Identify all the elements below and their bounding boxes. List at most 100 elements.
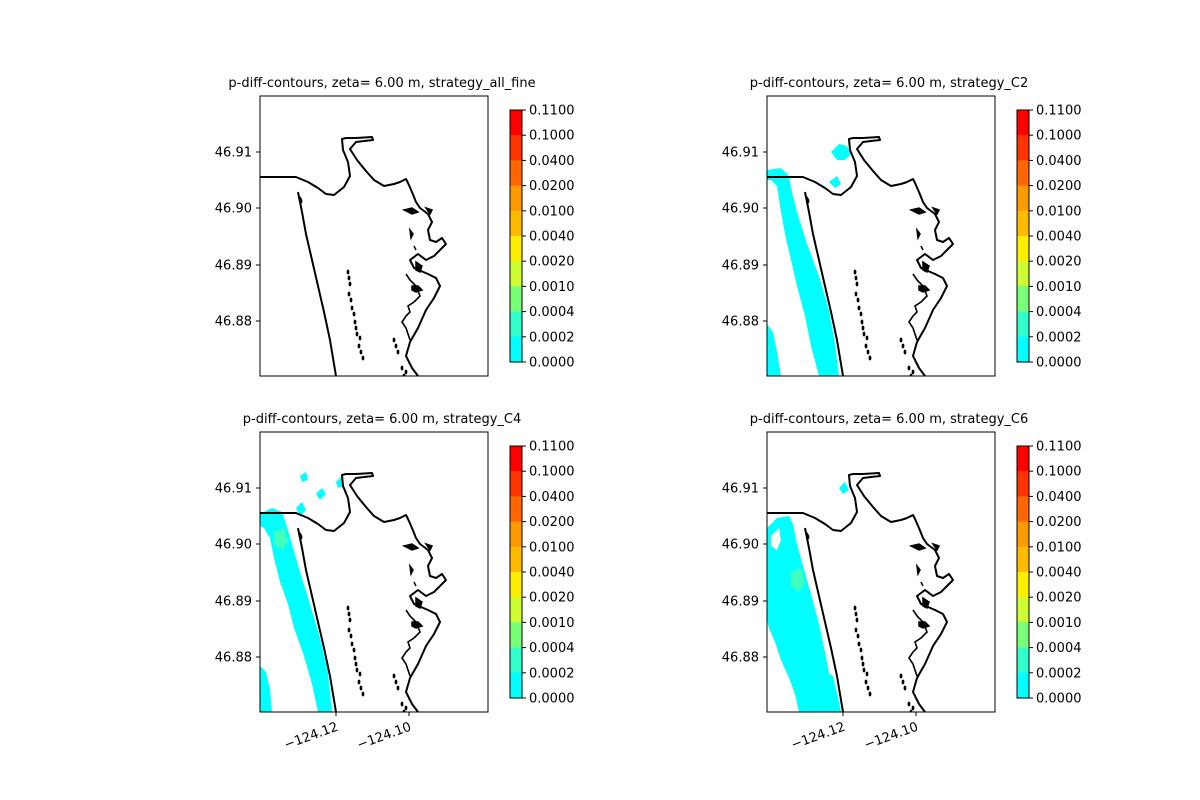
panel-3-ytick-label-4: 46.88 [215, 651, 252, 666]
island-3-6 [411, 621, 424, 629]
island-4-4 [920, 581, 924, 587]
shoal-1-13 [358, 335, 362, 341]
colorbar-3-label-9: 0.0004 [529, 641, 575, 656]
colorbar-2-label-11: 0.0000 [1036, 356, 1082, 371]
shoal-2-21 [909, 373, 913, 376]
colorbar-1-segment-4 [510, 185, 522, 212]
colorbar-2-segment-6 [1017, 236, 1029, 262]
panel-2-ytick-label-4: 46.88 [722, 315, 759, 330]
island-1-1 [401, 207, 420, 215]
colorbar-2-label-7: 0.0020 [1036, 255, 1082, 270]
colorbar-4-segment-6 [1017, 572, 1029, 598]
shoal-1-6 [347, 291, 351, 297]
shoal-2-20 [907, 365, 911, 371]
colorbar-2-segment-10 [1017, 336, 1029, 363]
jetty-3-1 [297, 527, 337, 712]
shoal-1-21 [402, 373, 406, 376]
shoal-2-16 [868, 355, 872, 361]
shoal-4-7 [856, 633, 860, 639]
contour-fill-0.0000-4-1 [771, 528, 781, 550]
coastline-peninsula-4 [908, 609, 928, 677]
shoal-2-15 [866, 349, 870, 355]
island-1-5 [415, 260, 423, 274]
shoal-4-2 [806, 534, 810, 540]
colorbar-4-segment-8 [1017, 622, 1029, 648]
shoal-1-10 [353, 319, 357, 325]
panel-1-colorbar: 0.1100 0.1000 0.0400 0.0200 0.0100 0.0040 0.00… [509, 104, 575, 371]
coastline-4 [767, 472, 954, 712]
shoal-4-5 [855, 617, 859, 623]
shoal-3-14 [357, 679, 361, 685]
shoal-1-16 [361, 355, 365, 361]
colorbar-3-segment-9 [510, 647, 522, 674]
colorbar-3-label-6: 0.0040 [529, 566, 575, 581]
shoal-3-10 [353, 655, 357, 661]
colorbar-1-segment-5 [510, 210, 522, 237]
panel-4-ytick-label-2: 46.90 [722, 538, 759, 553]
colorbar-4-label-1: 0.1100 [1036, 440, 1082, 455]
colorbar-3-label-11: 0.0000 [529, 692, 575, 707]
colorbar-1-label-6: 0.0040 [529, 230, 575, 245]
shoal-1-15 [359, 349, 363, 355]
colorbar-1-label-2: 0.1000 [529, 129, 575, 144]
colorbar-1-label-1: 0.1100 [529, 104, 575, 119]
shoal-4-15 [866, 685, 870, 691]
island-3-2 [424, 542, 434, 552]
colorbar-3-segment-2 [510, 471, 522, 497]
shoal-4-22 [911, 705, 915, 711]
panel-1: p-diff-contours, zeta= 6.00 m, strategy_… [215, 76, 575, 377]
colorbar-4-segment-4 [1017, 521, 1029, 548]
panel-4-frame [766, 431, 996, 713]
panel-2-frame [766, 95, 996, 377]
colorbar-3-segment-7 [510, 597, 522, 623]
contour-fill-0.0002-3-3 [296, 502, 306, 516]
colorbar-2-segment-1 [1017, 110, 1029, 136]
coastline-peninsula-2 [908, 273, 928, 341]
colorbar-4-label-10: 0.0002 [1036, 666, 1082, 681]
shoal-4-12 [862, 667, 866, 673]
shoal-3-11 [354, 661, 358, 667]
shoal-3-13 [358, 671, 362, 677]
shoal-2-17 [899, 337, 903, 343]
shoal-1-9 [352, 311, 356, 317]
panel-1-title: p-diff-contours, zeta= 6.00 m, strategy_… [228, 76, 535, 91]
panel-3: p-diff-contours, zeta= 6.00 m, strategy_… [215, 412, 575, 753]
shoal-4-9 [859, 647, 863, 653]
colorbar-4-label-7: 0.0020 [1036, 591, 1082, 606]
island-2-4 [920, 245, 924, 251]
colorbar-1-label-5: 0.0100 [529, 204, 575, 219]
panel-4-colorbar: 0.1100 0.1000 0.0400 0.0200 0.0100 0.0040 0.00… [1016, 440, 1082, 707]
colorbar-1-label-8: 0.0010 [529, 280, 575, 295]
coastline-2 [767, 136, 954, 376]
shoal-4-3 [853, 605, 857, 611]
shoal-4-19 [903, 685, 907, 691]
colorbar-2-label-1: 0.1100 [1036, 104, 1082, 119]
shoal-3-4 [347, 611, 351, 617]
panel-1-ytick-label-2: 46.90 [215, 202, 252, 217]
colorbar-4-segment-2 [1017, 471, 1029, 497]
panel-4-title: p-diff-contours, zeta= 6.00 m, strategy_… [750, 412, 1028, 427]
shoal-1-19 [396, 349, 400, 355]
shoal-3-17 [392, 673, 396, 679]
island-2-3 [915, 227, 921, 241]
colorbar-1-segment-1 [510, 110, 522, 136]
island-4-3 [915, 563, 921, 577]
island-4-2 [931, 542, 941, 552]
shoal-2-7 [856, 297, 860, 303]
shoal-3-12 [355, 667, 359, 673]
colorbar-2-label-8: 0.0010 [1036, 280, 1082, 295]
contour-fill-0.0002-2-2 [767, 324, 781, 376]
panel-2: p-diff-contours, zeta= 6.00 m, strategy_… [722, 76, 1082, 377]
colorbar-4-label-2: 0.1000 [1036, 465, 1082, 480]
island-3-5 [415, 596, 423, 610]
shoal-2-22 [911, 369, 915, 375]
island-3-3 [408, 563, 414, 577]
panel-1-ytick-label-4: 46.88 [215, 315, 252, 330]
colorbar-4-label-8: 0.0010 [1036, 616, 1082, 631]
shoal-2-8 [857, 305, 861, 311]
shoal-1-14 [357, 343, 361, 349]
contour-fill-0.0002-3-5 [300, 472, 308, 482]
shoal-3-16 [361, 691, 365, 697]
panel-3-xtick-label-2: −124.10 [355, 720, 413, 753]
panel-4-ytick-label-3: 46.89 [722, 595, 759, 610]
